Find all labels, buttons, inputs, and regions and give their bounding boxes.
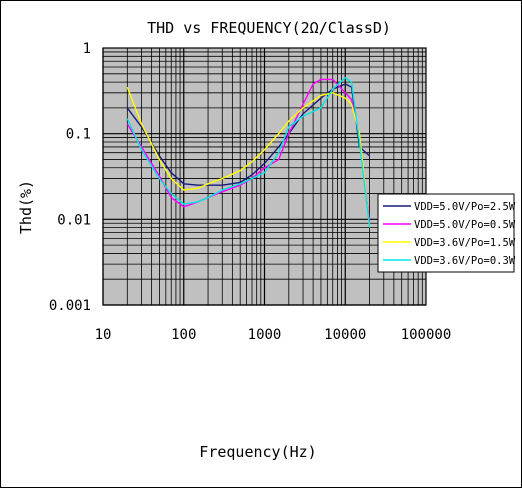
- legend-label-2: VDD=5.0V/Po=0.5W: [414, 219, 516, 231]
- y-tick-label: 1: [83, 41, 91, 57]
- legend-label-3: VDD=3.6V/Po=1.5W: [414, 237, 516, 249]
- legend-label-1: VDD=5.0V/Po=2.5W: [414, 201, 516, 213]
- series-line-4: [126, 76, 371, 228]
- y-axis-label: Thd(%): [17, 180, 35, 234]
- y-tick-label: 0.001: [49, 298, 91, 314]
- plot-border: [102, 47, 427, 306]
- plot-area: [102, 47, 427, 306]
- legend: VDD=5.0V/Po=2.5W VDD=5.0V/Po=0.5W VDD=3.6V…: [377, 193, 516, 273]
- x-tick-label: 10000: [324, 327, 366, 343]
- chart-title: THD vs FREQUENCY(2Ω/ClassD): [147, 19, 391, 37]
- y-tick-label: 0.1: [66, 127, 91, 143]
- axis-ticks: 10 100 1000 10000 100000 1 0.1 0.01 0.001: [49, 41, 451, 343]
- legend-box: [377, 193, 515, 273]
- series-lines: [126, 76, 371, 228]
- legend-label-4: VDD=3.6V/Po=0.3W: [414, 255, 516, 267]
- series-line-3: [126, 86, 371, 228]
- x-tick-label: 1000: [248, 327, 282, 343]
- series-line-2: [126, 78, 371, 224]
- series-group: [126, 76, 371, 228]
- series-line-1: [126, 83, 371, 186]
- y-tick-label: 0.01: [57, 212, 91, 228]
- x-tick-label: 10: [95, 327, 112, 343]
- x-tick-label: 100: [171, 327, 196, 343]
- x-axis-label: Frequency(Hz): [199, 443, 316, 461]
- x-tick-label: 100000: [401, 327, 452, 343]
